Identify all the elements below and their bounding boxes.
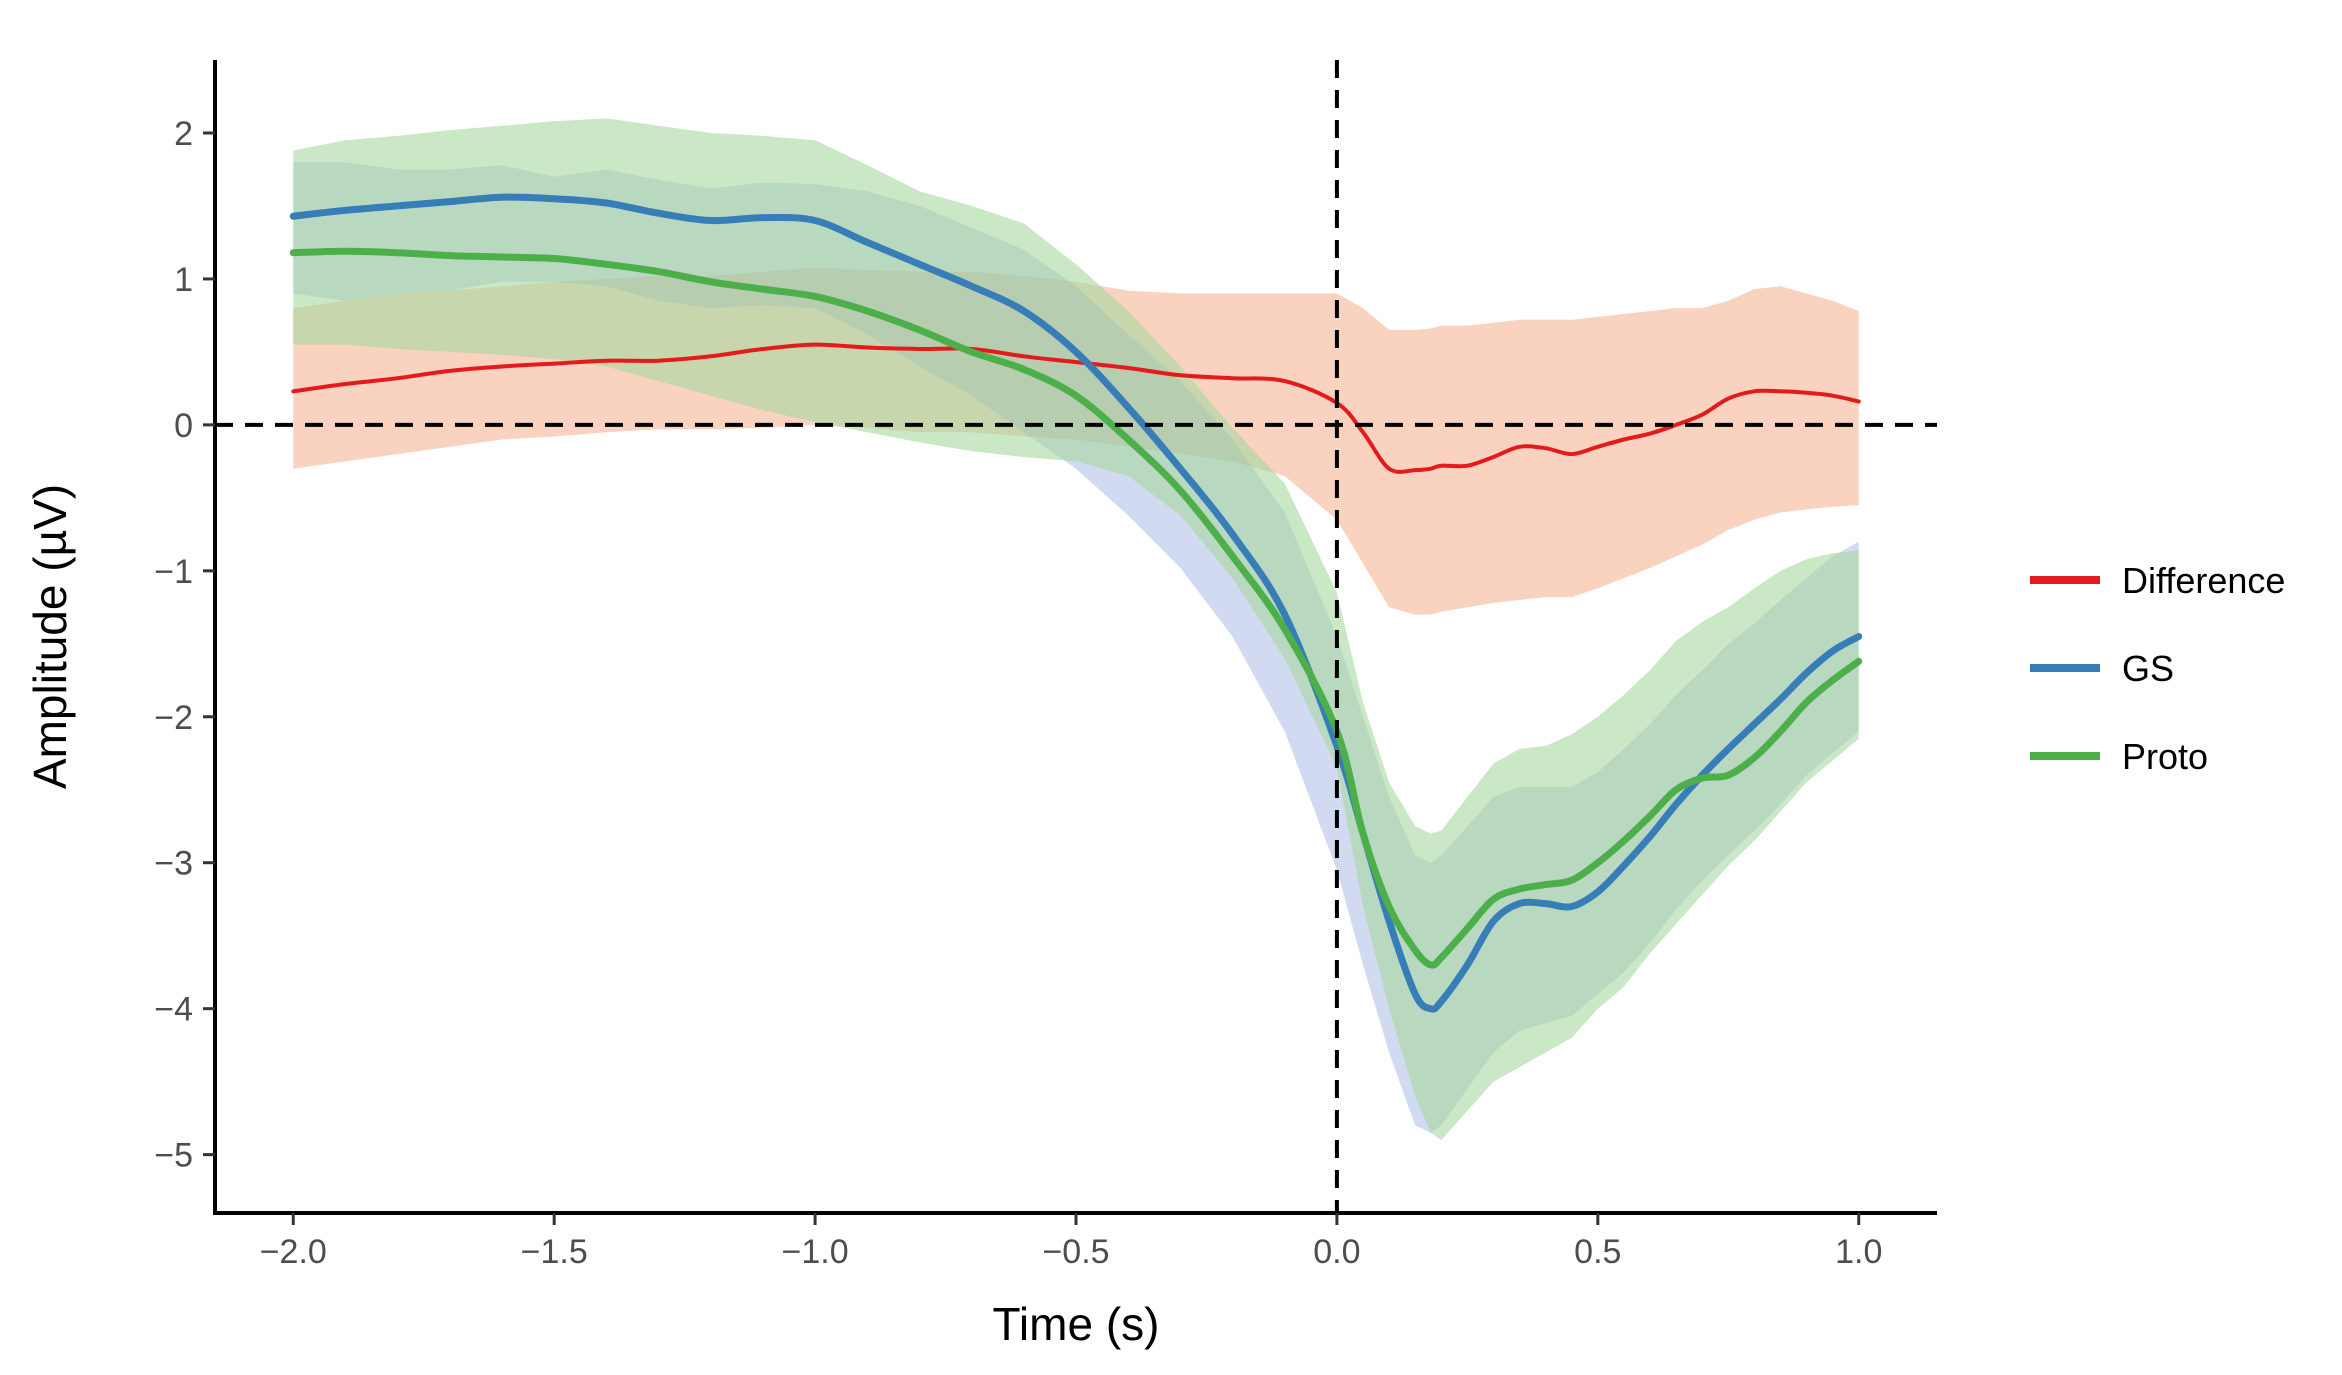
difference-legend-label: Difference <box>2122 560 2285 601</box>
y-tick-label: −2 <box>154 699 193 737</box>
x-tick-label: −2.0 <box>260 1233 327 1271</box>
gs-legend-label: GS <box>2122 648 2174 689</box>
proto-legend-label: Proto <box>2122 736 2208 777</box>
proto-series-line <box>289 247 1863 969</box>
y-tick-label: −1 <box>154 553 193 591</box>
x-tick-label: −1.5 <box>521 1233 588 1271</box>
proto-confidence-band <box>293 118 1859 1140</box>
y-tick-label: 2 <box>174 115 193 153</box>
x-tick-label: −1.0 <box>782 1233 849 1271</box>
x-tick-label: 0.0 <box>1313 1233 1360 1271</box>
y-tick-label: 0 <box>174 407 193 445</box>
x-tick-label: 1.0 <box>1835 1233 1882 1271</box>
gs-series-line <box>289 193 1863 1013</box>
y-axis-title: Amplitude (µV) <box>24 484 76 789</box>
y-tick-label: −3 <box>154 845 193 883</box>
y-tick-label: −4 <box>154 991 193 1029</box>
difference-series-line <box>291 342 1861 474</box>
axes: −2.0 −1.5 −1.0 −0.5 0.0 0.5 1.0 2 1 0 −1 −2 −3 −4 −5 <box>154 60 1937 1271</box>
reference-lines <box>215 60 1937 1213</box>
legend: Difference GS Proto <box>2030 560 2285 777</box>
x-axis-title: Time (s) <box>993 1298 1160 1350</box>
series-lines <box>289 193 1863 1013</box>
x-tick-label: 0.5 <box>1574 1233 1621 1271</box>
confidence-bands <box>293 118 1859 1140</box>
y-tick-label: −5 <box>154 1137 193 1175</box>
x-tick-label: −0.5 <box>1042 1233 1109 1271</box>
y-tick-label: 1 <box>174 261 193 299</box>
